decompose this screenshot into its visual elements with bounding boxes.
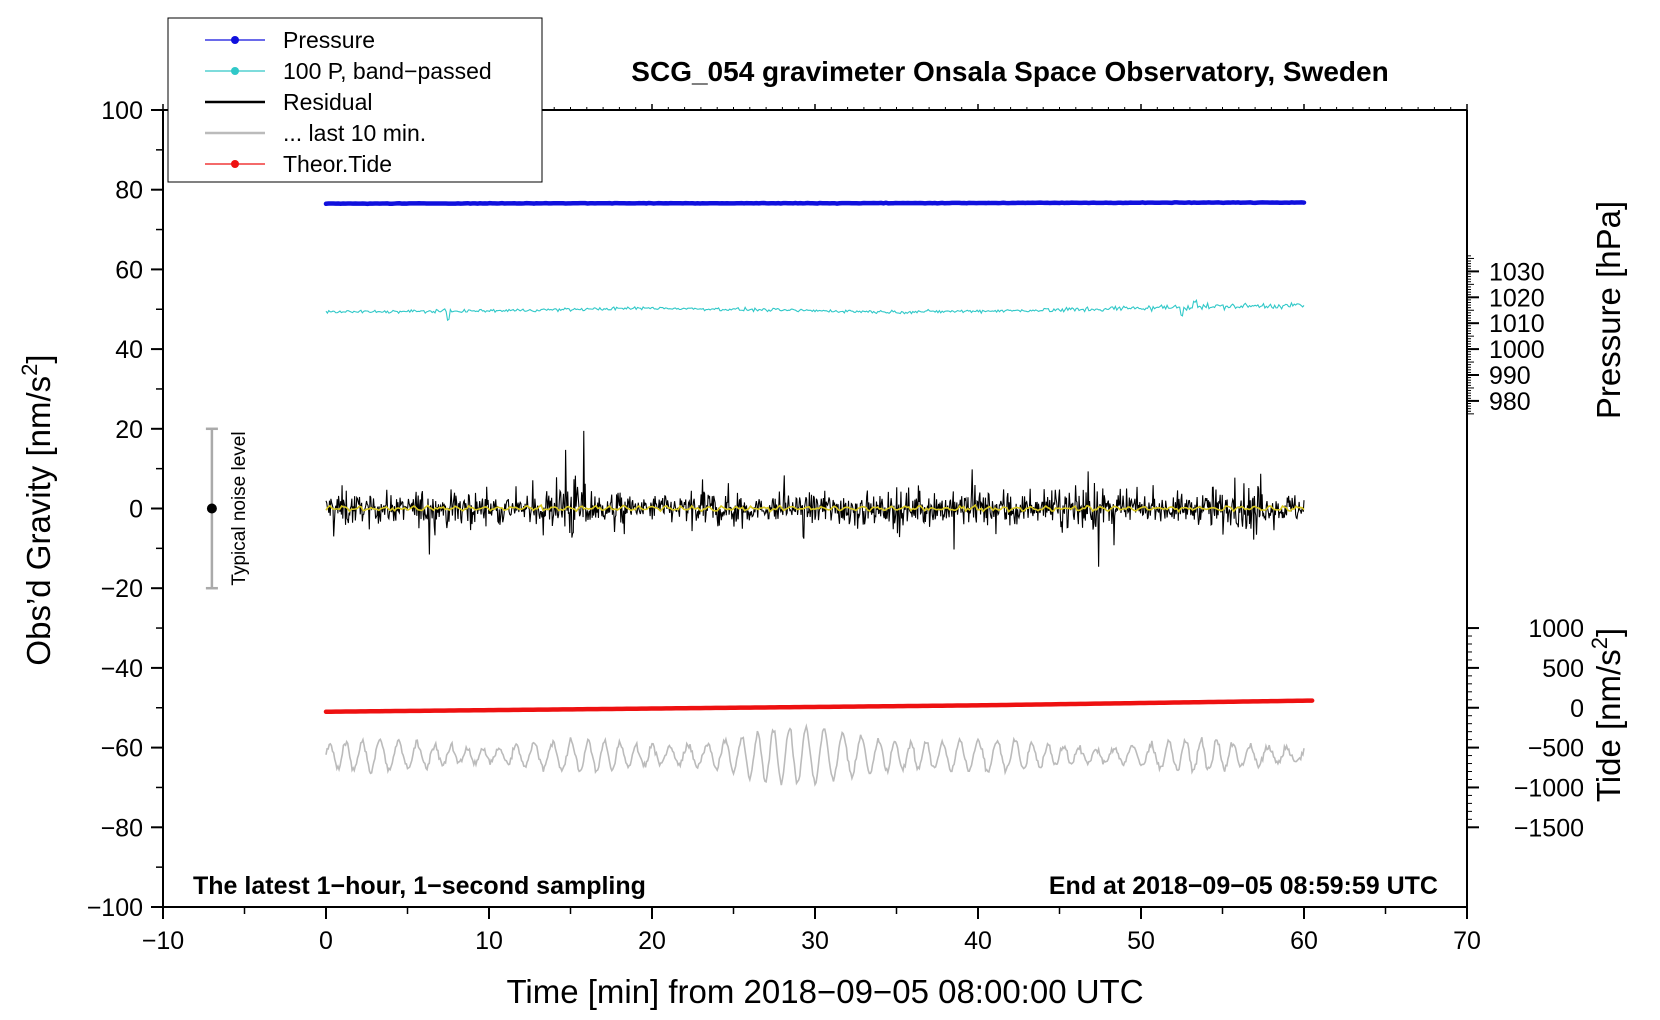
y-axis-label-left-sup: 2 [17,364,42,376]
pressure-tick-label: 1020 [1489,284,1545,312]
pressure-axis-label: Pressure [hPa] [1590,201,1627,419]
noise-level-label: Typical noise level [229,431,250,585]
legend-marker [231,36,239,44]
y-tick-label: −100 [87,894,143,922]
y-axis-label-left: Obs’d Gravity [nm/s2] [17,354,57,665]
tide-axis-label-sup: 2 [1587,637,1612,649]
x-tick-label: 40 [964,927,992,955]
legend-label: ... last 10 min. [283,120,426,146]
x-tick-label: 10 [475,927,503,955]
pressure-tick-label: 1010 [1489,310,1545,338]
plot-content [323,200,1315,787]
x-tick-label: −10 [142,927,184,955]
annotation-bottom-left: The latest 1−hour, 1−second sampling [193,872,646,900]
pressure-tick-label: 980 [1489,388,1531,416]
noise-level-indicator [205,427,218,590]
x-axis-label: Time [min] from 2018−09−05 08:00:00 UTC [506,973,1143,1010]
tide-axis-label: Tide [nm/s2] [1587,628,1627,802]
y-tick-label: −60 [101,735,143,763]
tide-tick-label: 0 [1570,695,1584,723]
y-tick-label: 80 [115,177,143,205]
y-tick-label: −20 [101,575,143,603]
y-axis-label-left-main: Obs’d Gravity [nm/s [20,376,57,666]
legend-label: 100 P, band−passed [283,58,492,84]
legend-box [167,17,543,183]
last-10-min-series [325,723,1305,787]
residual-series [325,430,1305,567]
chart-title: SCG_054 gravimeter Onsala Space Observat… [631,56,1388,87]
band-passed-pressure-series [325,298,1305,322]
y-tick-label: 100 [101,97,143,125]
tide-axis-label-main: Tide [nm/s [1590,649,1627,802]
legend-marker [231,67,239,75]
tide-tick-label: −1500 [1514,814,1584,842]
y-tick-label: 20 [115,416,143,444]
legend-label: Theor.Tide [283,151,392,177]
x-tick-label: 30 [801,927,829,955]
pressure-tick-label: 1000 [1489,336,1545,364]
tide-tick-label: 500 [1542,655,1584,683]
tide-tick-label: −500 [1528,735,1584,763]
ticks-layer: −10 0 10 20 30 40 50 60 70−100−80−60−40−20020406… [87,97,1584,955]
y-tick-label: −80 [101,814,143,842]
residual-smoothed-series [325,503,1305,514]
legend-label: Residual [283,89,373,115]
x-tick-label: 60 [1290,927,1318,955]
x-tick-label: 0 [319,927,333,955]
x-tick-label: 50 [1127,927,1155,955]
tide-axis-label-end: ] [1590,628,1627,637]
y-tick-label: 60 [115,256,143,284]
x-tick-label: 20 [638,927,666,955]
noise-center-dot [206,503,217,514]
y-axis-label-left-end: ] [20,354,57,363]
x-tick-label: 70 [1453,927,1481,955]
pressure-series [323,200,1307,207]
y-tick-label: 0 [129,496,143,524]
legend-marker [231,160,239,168]
tide-tick-label: 1000 [1528,615,1584,643]
tide-tick-label: −1000 [1514,774,1584,802]
legend-label: Pressure [283,27,375,53]
pressure-tick-label: 990 [1489,362,1531,390]
theoretical-tide-series [323,698,1315,714]
annotation-bottom-right: End at 2018−09−05 08:59:59 UTC [1049,872,1438,900]
legend: Pressure 100 P, band−passed Residual ... la… [167,17,543,183]
pressure-tick-label: 1030 [1489,258,1545,286]
y-tick-label: 40 [115,336,143,364]
y-tick-label: −40 [101,655,143,683]
